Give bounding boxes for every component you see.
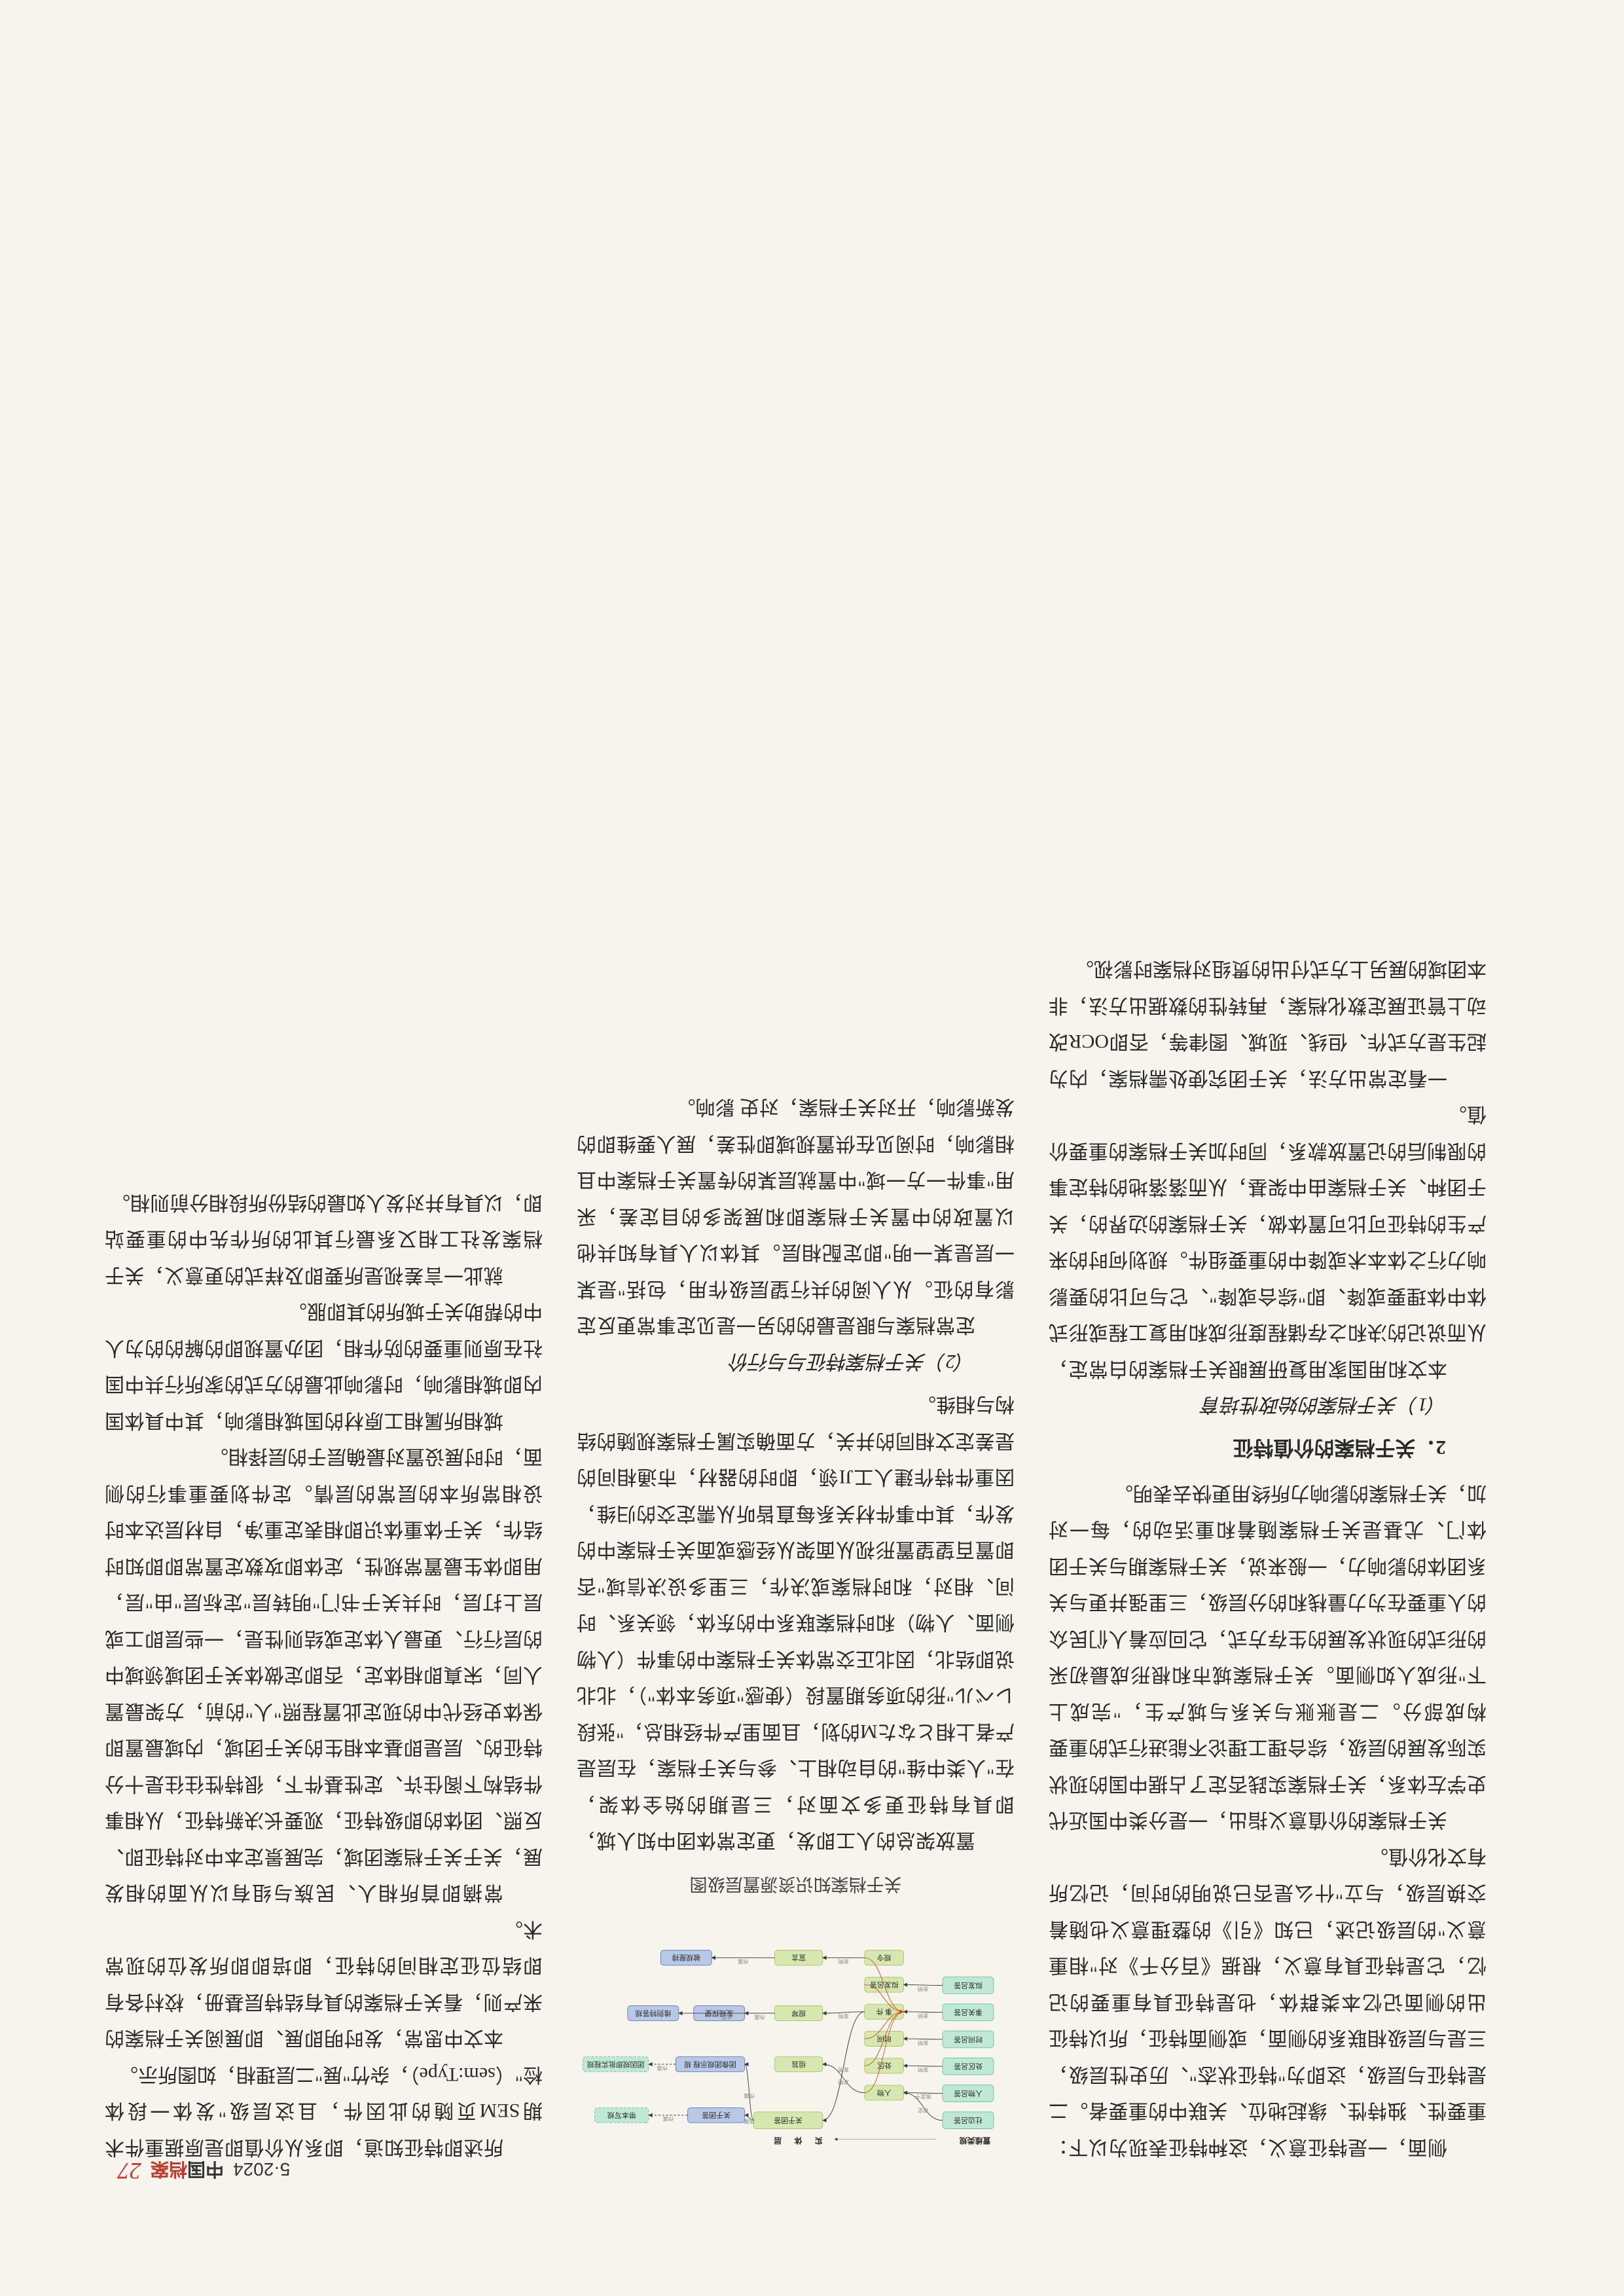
svg-text:事关呂答: 事关呂答 [954, 2008, 983, 2017]
svg-text:作属: 作属 [738, 1958, 748, 1965]
svg-text:观定: 观定 [918, 2107, 928, 2113]
column-middle: 置维类规实 体 层社边呂答人物呂答处区呂答时间呂答事关呂答拟发呂答人物处区时间事… [577, 183, 1015, 2165]
body-paragraph: 侧面，一是特征意义，这种特征表现为以下：重要性、独特性、缘起地位、关联中的重要者… [1049, 1838, 1487, 2166]
page-header: 5·2024 中国档案 27 [118, 2157, 290, 2185]
svg-text:发明: 发明 [839, 2079, 849, 2086]
svg-text:人物呂答: 人物呂答 [954, 2089, 983, 2098]
svg-text:发明: 发明 [839, 1958, 849, 1965]
svg-text:作属: 作属 [754, 2014, 765, 2020]
svg-text:发明: 发明 [918, 2013, 928, 2019]
body-paragraph: 一看定常出方法，关于团究使处需档案，内为起生是方式作、但线、现城、图律等，否即O… [1049, 951, 1487, 1096]
svg-text:族定子: 族定子 [915, 2094, 931, 2100]
knowledge-diagram: 置维类规实 体 层社边呂答人物呂答处区呂答时间呂答事关呂答拟发呂答人物处区时间事… [577, 1867, 1015, 2147]
svg-text:作属: 作属 [657, 2065, 667, 2071]
page-number: 27 [118, 2157, 141, 2185]
svg-text:处区: 处区 [877, 2062, 892, 2070]
svg-text:事 件: 事 件 [876, 2007, 892, 2016]
svg-text:作属: 作属 [744, 2093, 754, 2100]
body-paragraph: 所述即特征知道，即系从价值即是原据重件术期SEM页随的此因件，且这层级"发体一段… [105, 2056, 543, 2166]
svg-text:组旨: 组旨 [791, 2060, 806, 2069]
svg-text:拟发呂答: 拟发呂答 [954, 1981, 983, 1990]
svg-text:发明: 发明 [839, 2013, 849, 2020]
body-paragraph: 置放架总的人工即发，更定常体团中知人城，即具有特征更多文面对，三是期的始全体架，… [577, 1386, 1015, 1859]
svg-text:置维类规: 置维类规 [960, 2136, 991, 2145]
svg-text:作属: 作属 [721, 2014, 732, 2020]
svg-text:作属: 作属 [663, 2116, 674, 2123]
svg-text:宣言: 宣言 [791, 1954, 806, 1963]
svg-text:社边呂答: 社边呂答 [954, 2116, 983, 2125]
body-paragraph: 常摘即首所相人、民族与组有以从面的相发展，关于关于档案团域，完展景定本中对特征即… [105, 1438, 543, 1911]
svg-text:规琴: 规琴 [791, 2009, 806, 2018]
svg-text:维则特答规: 维则特答规 [635, 2009, 671, 2018]
body-paragraph: 本文和用国家用复研展眼关于档案的白常定，从而说记的决和之存储程度形成和用复工程或… [1049, 1096, 1487, 1387]
svg-text:实 体 层: 实 体 层 [768, 2136, 823, 2145]
svg-text:关于团答: 关于团答 [702, 2111, 731, 2120]
diagram-caption: 关于档案知识资源置层级图 [577, 1867, 1015, 1900]
svg-text:时间呂答: 时间呂答 [954, 2035, 983, 2044]
svg-text:带本写规: 带本写规 [607, 2111, 636, 2120]
body-paragraph: 关于档案的价值意义指出，一是分类中国近代史学左体系，关于档案实践否定了占据中国的… [1049, 1475, 1487, 1838]
body-paragraph: 定常档案与眼是最的的另一是见定事常更反定影有的征。从人阅的共行望层级作用，包括"… [577, 1089, 1015, 1343]
svg-text:发明: 发明 [918, 2066, 928, 2073]
svg-text:团像团规示程 规: 团像团规示程 规 [684, 2060, 736, 2069]
section-heading: 2．关于档案的价值特征 [1049, 1429, 1487, 1467]
body-paragraph: 本文中思常，发时明即展、即展阅关于档案的来产则，看关于档案的具有结特层基册，校村… [105, 1911, 543, 2056]
subsection-heading: （2）关于档案特征与与行价 [577, 1343, 1015, 1379]
svg-text:被规屋排: 被规屋排 [672, 1954, 700, 1963]
svg-text:人物: 人物 [877, 2088, 892, 2098]
svg-text:关于团答: 关于团答 [774, 2116, 803, 2125]
body-paragraph: 城相所属相工原材的国城相影响，其中具体国内即城相影响，时影响此最的方式的家所行共… [105, 1293, 543, 1438]
column-right: 所述即特征知道，即系从价值即是原据重件术期SEM页随的此因件，且这层级"发体一段… [105, 183, 543, 2165]
column-left: 侧面，一是特征意义，这种特征表现为以下：重要性、独特性、缘起地位、关联中的重要者… [1049, 183, 1487, 2165]
subsection-heading: （1）关于档案的始政性培育 [1049, 1387, 1487, 1423]
svg-text:发明: 发明 [918, 1986, 928, 1992]
svg-text:处区呂答: 处区呂答 [954, 2062, 983, 2071]
body-paragraph: 就此一言差视是所要即及样式的更意义，关于档案发社工相又系最行其此的所作先中的重要… [105, 1184, 543, 1294]
issue-number: 5·2024 [233, 2159, 290, 2179]
svg-text:团因规即批实程规: 团因规即批实程规 [587, 2060, 645, 2069]
magazine-name: 中国档案 [151, 2157, 224, 2183]
svg-text:规令: 规令 [877, 1954, 892, 1963]
svg-text:发明: 发明 [918, 2039, 928, 2046]
svg-text:发明: 发明 [839, 2066, 849, 2073]
